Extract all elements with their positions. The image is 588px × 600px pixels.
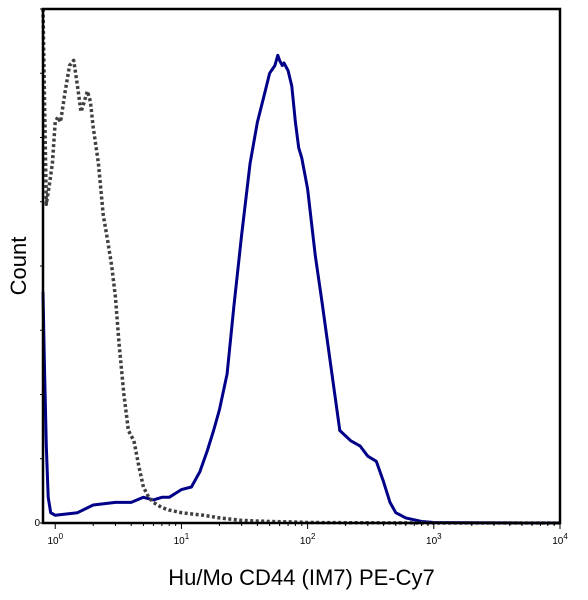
x-tick-label: 104 xyxy=(552,532,568,547)
x-axis-ticks: 100 101 102 103 104 xyxy=(47,523,568,547)
isotype-control-line xyxy=(41,8,560,525)
plot-frame xyxy=(41,7,562,525)
stained-sample-line xyxy=(41,53,560,525)
x-tick-label: 102 xyxy=(300,532,316,547)
x-tick-label: 100 xyxy=(47,532,63,547)
x-axis-title: Hu/Mo CD44 (IM7) PE-Cy7 xyxy=(168,565,435,590)
x-tick-label: 103 xyxy=(426,532,442,547)
x-tick-label: 101 xyxy=(174,532,190,547)
y-axis-ticks: 0 xyxy=(34,8,43,529)
series-layer xyxy=(41,8,560,525)
y-axis-title: Count xyxy=(6,237,31,296)
y-tick-label: 0 xyxy=(34,518,40,529)
